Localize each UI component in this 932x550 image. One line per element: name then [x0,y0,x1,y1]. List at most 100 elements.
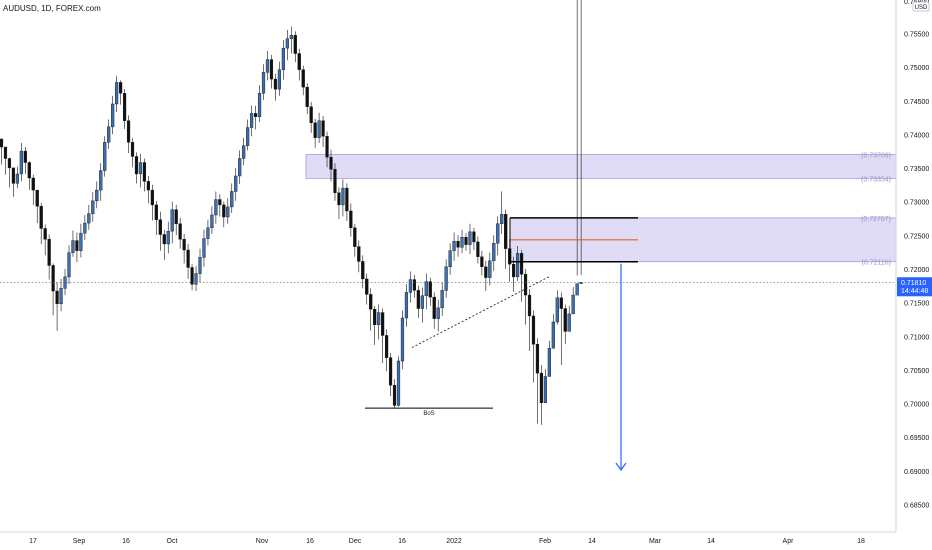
candle [142,158,147,192]
time-tick-label: 16 [122,538,130,545]
time-tick-label: Nov [256,538,269,545]
candle-body [472,231,476,243]
candle [381,308,385,364]
candle [122,89,127,129]
candle-body [504,214,508,249]
candle [428,277,432,306]
candle-body [35,189,39,207]
candle [182,233,186,264]
candle [194,266,198,292]
candle [289,26,293,54]
candle-body [496,223,500,244]
price-tick-label: 0.74000 [904,132,929,139]
candle-body [75,240,79,251]
candle [468,223,472,255]
candle [384,329,389,372]
currency-unit-box[interactable]: USD [912,1,930,12]
candle [329,149,333,182]
candle-body [269,59,274,80]
candle [365,273,369,305]
candle [178,217,182,249]
candle [293,31,297,63]
candle [19,143,23,182]
candle [31,174,35,205]
candle-body [381,312,385,336]
candle [83,214,87,240]
candle-body [23,150,27,163]
candle [476,236,480,264]
candle-body [500,214,504,224]
candle-body [480,256,484,268]
candle [563,304,567,345]
candle-body [246,127,250,146]
candle-body [456,241,460,248]
candle-body [388,357,393,386]
candle [51,263,55,316]
candle-body [174,209,178,224]
candle [111,95,115,135]
candle [218,194,222,217]
candle-body [297,53,301,70]
candle-body [377,312,381,325]
candle-body [575,283,579,296]
candle [555,290,559,325]
supply-zone-1 [305,154,897,179]
candle-body [539,372,544,403]
candle [162,229,166,261]
candle [297,48,301,81]
candle [464,233,468,251]
candle-body [543,376,547,403]
candle [388,352,393,396]
time-axis[interactable]: 17 Sep 16 Oct Nov 16 Dec 16 2022 Feb 14 Mar 14 Apr 18 [29,538,865,545]
candle [460,229,464,254]
price-tick-label: 0.74500 [904,99,929,106]
candle-body [162,234,166,245]
candle [480,250,484,276]
zone-2-top-label: (0.72767) [861,216,891,223]
candle [492,235,496,271]
candle [432,292,436,329]
time-tick-label: Sep [73,538,86,545]
candle [55,282,59,331]
candle-body [3,146,8,159]
candle [567,305,571,332]
candle [575,0,579,296]
candle-body [535,343,540,374]
candle [198,248,202,283]
candle [519,249,524,302]
candle [138,153,143,188]
candle-body [182,239,186,251]
candle [377,304,381,340]
candle-body [516,253,520,278]
candle-body [313,122,317,138]
time-tick-label: 14 [707,538,715,545]
candle-body [55,290,59,305]
candle-body [281,47,285,70]
candle [35,189,39,224]
candle [242,137,246,166]
candle [59,278,63,312]
candle-body [111,103,115,128]
candle [353,223,357,257]
candle-body [317,120,321,138]
price-axis[interactable]: 0.75500 0.75000 0.74500 0.74000 0.73500 0.730… [904,0,929,510]
candle [444,259,448,298]
candle [472,227,476,250]
candle [516,245,520,281]
candle-body [250,113,254,128]
candle-body [333,169,337,193]
price-tick-label: 0.72000 [904,267,929,274]
candle-body [444,266,448,291]
candle-body [214,199,218,216]
candle-body [559,297,563,309]
drawings-layer: BoS [0,217,896,472]
candle [416,285,420,318]
candle [67,245,71,285]
candle-body [253,113,258,117]
candle-body [396,360,401,406]
candle-body [91,200,95,214]
symbol-title[interactable]: AUDUSD, 1D, FOREX.com [3,4,101,13]
candle-body [365,278,369,295]
time-tick-label: 18 [857,538,865,545]
